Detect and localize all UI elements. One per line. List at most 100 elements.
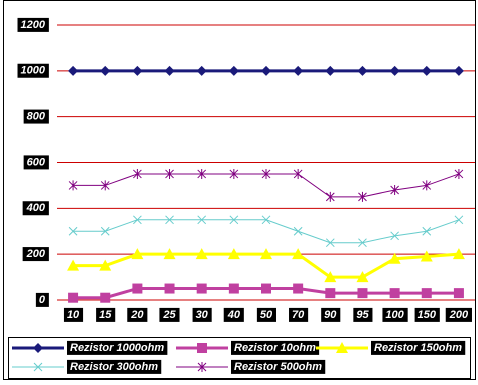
y-tick-label: 1000	[21, 65, 46, 77]
x-tick-label: 95	[356, 309, 369, 321]
y-tick-label: 200	[26, 248, 46, 260]
legend-label: Rezistor 10ohm	[234, 342, 316, 354]
x-tick-label: 10	[67, 309, 80, 321]
data-point	[164, 283, 175, 294]
data-point	[261, 283, 271, 294]
data-point	[229, 168, 239, 179]
x-tick-label-group: 50	[256, 307, 276, 322]
data-point	[324, 271, 337, 283]
legend-marker	[33, 343, 43, 353]
data-point	[99, 259, 112, 271]
legend-label: Rezistor 1000ohm	[70, 342, 164, 354]
data-point	[197, 168, 207, 179]
data-point	[164, 65, 175, 76]
legend-label-bg	[231, 340, 320, 355]
data-point	[421, 288, 432, 299]
y-tick-label-group: 400	[22, 201, 49, 216]
x-tick-label: 15	[99, 309, 112, 321]
y-tick-label-group: 800	[23, 109, 49, 124]
x-tick-label-group: 90	[321, 307, 341, 322]
data-point	[452, 248, 465, 260]
data-point	[422, 180, 432, 191]
legend-label: Rezistor 500ohm	[234, 361, 322, 373]
y-tick-label-bg	[22, 201, 49, 216]
data-point	[421, 65, 432, 76]
legend-marker	[197, 343, 207, 353]
x-tick-label-group: 95	[353, 307, 373, 322]
data-point	[292, 248, 305, 260]
data-point	[453, 288, 464, 299]
x-tick-label: 200	[449, 309, 469, 321]
data-point	[325, 191, 335, 202]
legend-label-group: Rezistor 1000ohm	[67, 340, 168, 355]
data-point	[133, 168, 142, 179]
y-tick-label-bg	[22, 247, 49, 262]
data-point	[261, 65, 271, 76]
data-point	[388, 252, 401, 264]
y-tick-label: 400	[26, 202, 46, 214]
x-tick-label-bg	[63, 307, 84, 322]
x-tick-label-bg	[256, 307, 276, 322]
legend-label-bg	[371, 340, 466, 355]
data-point	[228, 65, 239, 76]
x-tick-label-group: 30	[192, 307, 212, 322]
data-point	[131, 248, 144, 260]
data-point	[325, 288, 336, 299]
data-point	[197, 215, 207, 225]
data-point	[261, 168, 271, 179]
y-tick-label-bg	[23, 155, 49, 170]
data-point	[422, 226, 432, 236]
x-tick-label-bg	[414, 307, 440, 322]
data-point	[454, 215, 464, 225]
data-point	[293, 168, 303, 179]
data-point	[356, 271, 369, 283]
legend-label: Rezistor 150ohm	[374, 342, 462, 354]
data-point	[420, 250, 433, 262]
x-tick-label-bg	[159, 307, 180, 322]
data-point	[260, 248, 272, 260]
data-point	[228, 283, 239, 294]
legend-label: Rezistor 300ohm	[70, 361, 158, 373]
y-tick-label-group: 200	[22, 247, 49, 262]
x-tick-label-group: 40	[223, 307, 244, 322]
data-point	[100, 65, 111, 76]
data-point	[390, 185, 399, 195]
data-point	[389, 288, 400, 299]
y-tick-label: 800	[27, 111, 46, 123]
y-tick-label-bg	[23, 109, 49, 124]
y-tick-label-group: 1000	[17, 63, 49, 78]
data-point	[261, 215, 271, 225]
x-tick-label: 25	[162, 309, 176, 321]
y-tick-label-group: 1200	[17, 17, 49, 32]
data-point	[68, 65, 79, 76]
x-tick-label-bg	[223, 307, 244, 322]
x-tick-label-bg	[192, 307, 212, 322]
x-tick-label: 50	[260, 309, 273, 321]
data-point	[196, 283, 207, 294]
x-tick-label: 20	[130, 309, 144, 321]
y-tick-label-bg	[35, 292, 49, 307]
x-tick-label: 70	[292, 309, 305, 321]
x-tick-label-group: 150	[414, 307, 440, 322]
data-point	[132, 65, 143, 76]
chart-frame	[3, 0, 476, 380]
x-tick-label-group: 200	[445, 307, 472, 322]
y-tick-label-group: 0	[35, 292, 49, 307]
x-tick-label: 30	[196, 309, 209, 321]
legend-label-group: Rezistor 10ohm	[231, 340, 320, 355]
data-point	[390, 231, 399, 241]
data-point	[293, 226, 303, 236]
data-point	[100, 226, 110, 236]
x-tick-label-bg	[321, 307, 341, 322]
legend-label-group: Rezistor 500ohm	[231, 359, 326, 374]
data-point	[195, 248, 208, 260]
legend-label-bg	[67, 340, 168, 355]
x-tick-label-group: 70	[289, 307, 309, 322]
legend-label-bg	[231, 359, 326, 374]
legend-marker	[197, 362, 207, 372]
data-point	[293, 65, 304, 76]
data-point	[357, 65, 368, 76]
data-point	[293, 283, 304, 294]
x-tick-label-group: 20	[127, 307, 148, 322]
